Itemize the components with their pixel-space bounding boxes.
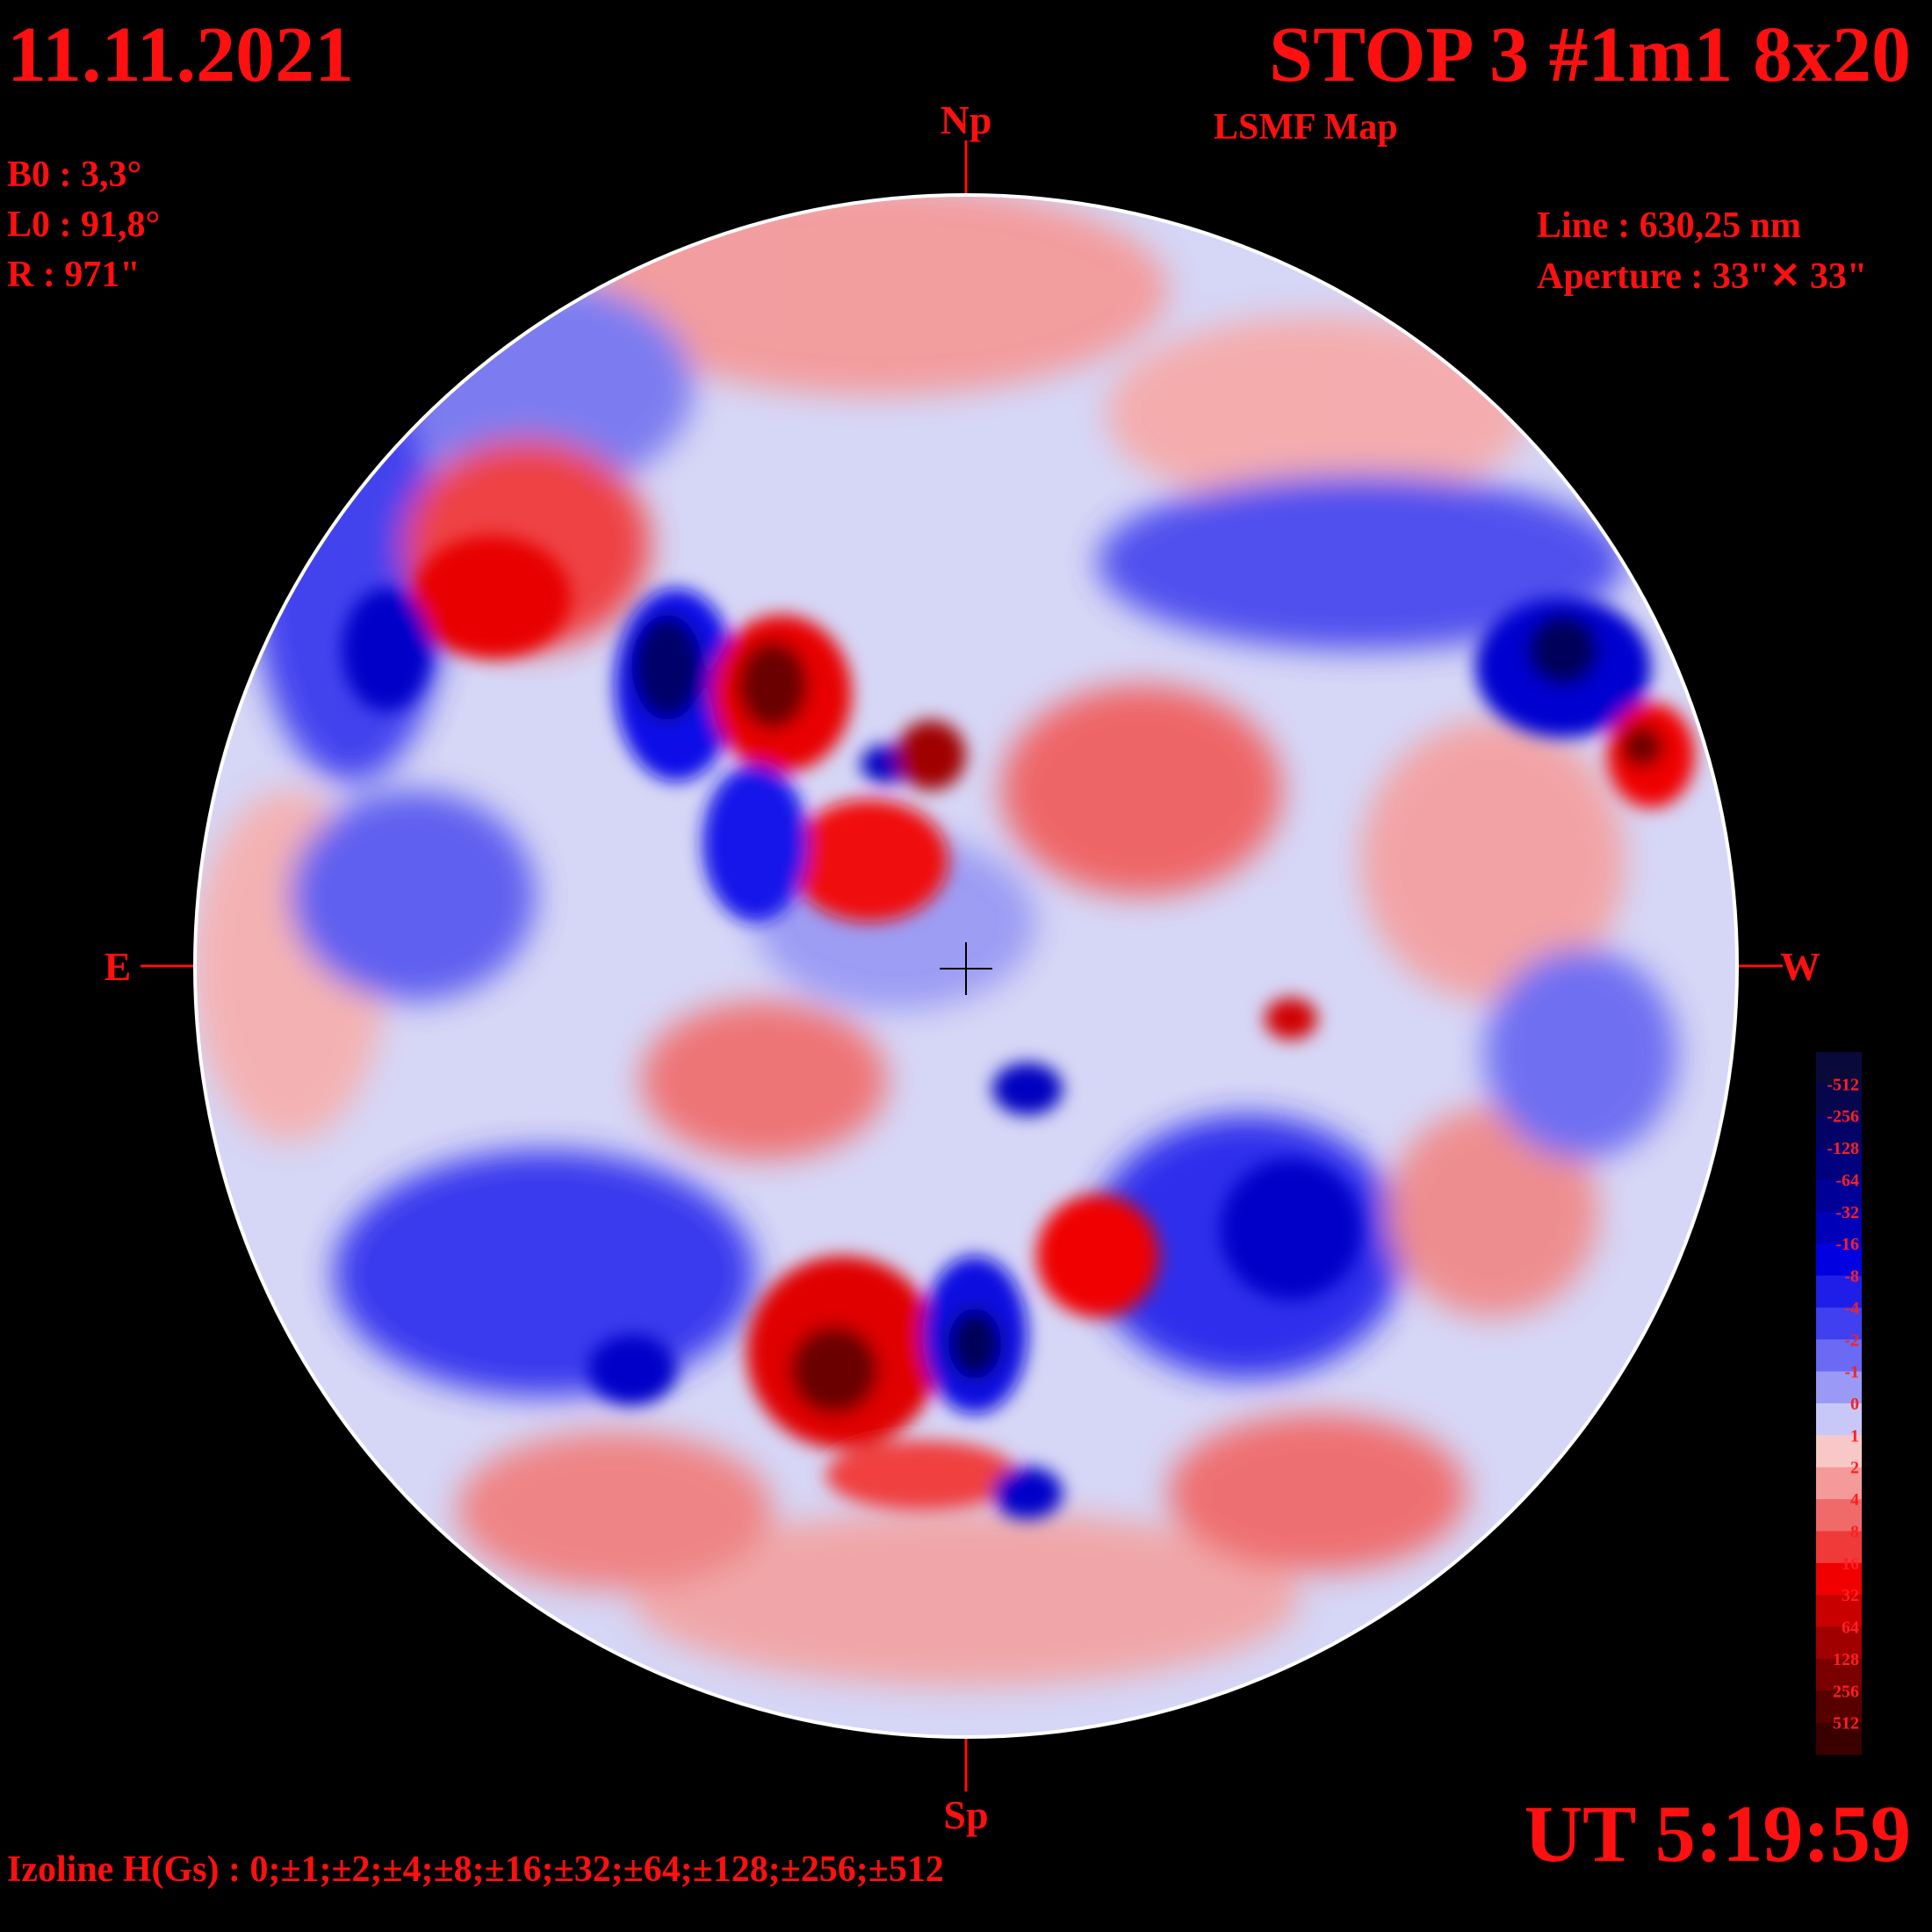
colorbar-swatch [1816, 1722, 1862, 1755]
colorbar-swatch [1816, 1084, 1862, 1117]
colorbar-swatch [1816, 1371, 1862, 1404]
spectral-line: Line : 630,25 nm [1537, 205, 1802, 246]
l0-parameter: L0 : 91,8° [7, 205, 161, 245]
colorbar-swatch [1816, 1148, 1862, 1180]
colorbar-label: 512 [1833, 1714, 1859, 1734]
map-subtitle: LSMF Map [1214, 107, 1398, 148]
colorbar-label: -512 [1827, 1075, 1859, 1094]
aperture-size: Aperture : 33"✕ 33" [1537, 256, 1868, 297]
colorbar-swatch [1816, 1403, 1862, 1436]
colorbar-label: 256 [1833, 1682, 1859, 1701]
colorbar-swatch [1816, 1626, 1862, 1660]
colorbar-label: -1 [1844, 1363, 1859, 1382]
colorbar-label: 0 [1850, 1395, 1859, 1414]
colorbar-label: -256 [1827, 1107, 1859, 1127]
universal-time: UT 5:19:59 [1524, 1789, 1911, 1878]
north-label: Np [941, 97, 992, 142]
colorbar-swatch [1816, 1275, 1862, 1308]
colorbar-swatch [1816, 1658, 1862, 1691]
east-label: E [105, 944, 132, 989]
colorbar-swatch [1816, 1244, 1862, 1277]
colorbar-label: 8 [1850, 1522, 1859, 1541]
colorbar-label: -4 [1844, 1299, 1859, 1318]
south-label: Sp [943, 1792, 988, 1837]
colorbar-label: 32 [1842, 1586, 1859, 1605]
colorbar-swatch [1816, 1562, 1862, 1596]
radius-parameter: R : 971" [7, 255, 141, 295]
colorbar-swatch [1816, 1052, 1862, 1085]
colorbar-label: 2 [1850, 1459, 1859, 1478]
west-label: W [1780, 944, 1820, 989]
colorbar-swatch [1816, 1435, 1862, 1468]
colorbar-label: -2 [1844, 1330, 1859, 1350]
colorbar-swatch [1816, 1179, 1862, 1213]
b0-parameter: B0 : 3,3° [7, 155, 142, 195]
colorbar-label: 64 [1842, 1618, 1859, 1638]
colorbar: -512 -256 -128 -64 -32 -16 -8 -4 -2 -1 0 1 2 4 8 16 32 64… [1816, 1052, 1862, 1755]
colorbar-swatch [1816, 1499, 1862, 1532]
direction-ticks [141, 141, 1783, 1791]
isoline-levels: Izoline H(Gs) : 0;±1;±2;±4;±8;±16;±32;±6… [7, 1849, 944, 1890]
colorbar-label: -32 [1835, 1203, 1859, 1222]
colorbar-swatch [1816, 1690, 1862, 1724]
colorbar-swatch [1816, 1531, 1862, 1564]
disk-center-cross [940, 942, 992, 995]
colorbar-label: 1 [1850, 1426, 1859, 1445]
colorbar-label: -128 [1827, 1139, 1859, 1158]
observation-date: 11.11.2021 [7, 11, 355, 98]
colorbar-label: 128 [1833, 1650, 1859, 1669]
colorbar-label: 4 [1850, 1490, 1859, 1510]
colorbar-label: -64 [1835, 1171, 1859, 1190]
map-title: STOP 3 #1m1 8x20 [1269, 11, 1911, 98]
colorbar-swatch [1816, 1467, 1862, 1500]
colorbar-swatch [1816, 1595, 1862, 1628]
colorbar-swatch [1816, 1339, 1862, 1373]
colorbar-swatch [1816, 1115, 1862, 1149]
colorbar-label: -16 [1835, 1235, 1859, 1254]
colorbar-swatch [1816, 1307, 1862, 1340]
colorbar-swatch [1816, 1211, 1862, 1244]
colorbar-label: -8 [1844, 1267, 1859, 1287]
colorbar-label: 16 [1842, 1554, 1859, 1574]
